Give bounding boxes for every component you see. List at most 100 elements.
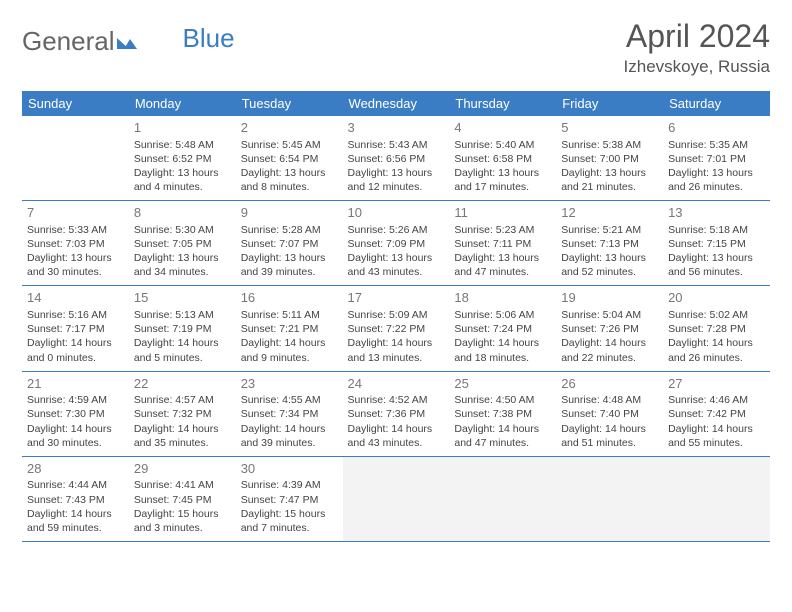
calendar-empty-cell [343, 456, 450, 541]
daylight-text-2: and 51 minutes. [561, 436, 658, 450]
day-number: 7 [27, 204, 124, 222]
day-number: 16 [241, 289, 338, 307]
sunrise-text: Sunrise: 5:06 AM [454, 308, 551, 322]
sunset-text: Sunset: 7:07 PM [241, 237, 338, 251]
location-label: Izhevskoye, Russia [624, 57, 770, 77]
daylight-text: Daylight: 14 hours [27, 507, 124, 521]
day-number: 26 [561, 375, 658, 393]
calendar-week-row: 28Sunrise: 4:44 AMSunset: 7:43 PMDayligh… [22, 456, 770, 541]
sunrise-text: Sunrise: 4:52 AM [348, 393, 445, 407]
calendar-week-row: 14Sunrise: 5:16 AMSunset: 7:17 PMDayligh… [22, 286, 770, 371]
sunrise-text: Sunrise: 5:35 AM [668, 138, 765, 152]
daylight-text-2: and 30 minutes. [27, 265, 124, 279]
daylight-text: Daylight: 13 hours [348, 251, 445, 265]
sunset-text: Sunset: 7:30 PM [27, 407, 124, 421]
logo: General Blue [22, 26, 235, 57]
sunset-text: Sunset: 7:38 PM [454, 407, 551, 421]
day-number: 8 [134, 204, 231, 222]
daylight-text-2: and 52 minutes. [561, 265, 658, 279]
sunset-text: Sunset: 6:56 PM [348, 152, 445, 166]
daylight-text-2: and 47 minutes. [454, 265, 551, 279]
sunrise-text: Sunrise: 5:18 AM [668, 223, 765, 237]
daylight-text-2: and 8 minutes. [241, 180, 338, 194]
day-number: 22 [134, 375, 231, 393]
calendar-day-cell: 9Sunrise: 5:28 AMSunset: 7:07 PMDaylight… [236, 201, 343, 286]
daylight-text-2: and 30 minutes. [27, 436, 124, 450]
calendar-day-cell: 22Sunrise: 4:57 AMSunset: 7:32 PMDayligh… [129, 371, 236, 456]
sunrise-text: Sunrise: 5:40 AM [454, 138, 551, 152]
sunset-text: Sunset: 7:26 PM [561, 322, 658, 336]
daylight-text: Daylight: 14 hours [454, 422, 551, 436]
calendar-day-cell: 10Sunrise: 5:26 AMSunset: 7:09 PMDayligh… [343, 201, 450, 286]
weekday-header: Monday [129, 91, 236, 116]
daylight-text: Daylight: 14 hours [561, 336, 658, 350]
sunrise-text: Sunrise: 5:23 AM [454, 223, 551, 237]
sunrise-text: Sunrise: 5:21 AM [561, 223, 658, 237]
daylight-text: Daylight: 13 hours [27, 251, 124, 265]
sunset-text: Sunset: 6:52 PM [134, 152, 231, 166]
day-number: 28 [27, 460, 124, 478]
daylight-text-2: and 17 minutes. [454, 180, 551, 194]
day-number: 6 [668, 119, 765, 137]
daylight-text: Daylight: 13 hours [561, 251, 658, 265]
sunset-text: Sunset: 6:58 PM [454, 152, 551, 166]
daylight-text: Daylight: 13 hours [454, 251, 551, 265]
sunset-text: Sunset: 7:28 PM [668, 322, 765, 336]
daylight-text-2: and 59 minutes. [27, 521, 124, 535]
day-number: 17 [348, 289, 445, 307]
daylight-text-2: and 34 minutes. [134, 265, 231, 279]
sunrise-text: Sunrise: 5:02 AM [668, 308, 765, 322]
sunrise-text: Sunrise: 5:38 AM [561, 138, 658, 152]
logo-text-blue: Blue [183, 23, 235, 53]
daylight-text-2: and 4 minutes. [134, 180, 231, 194]
calendar-day-cell: 7Sunrise: 5:33 AMSunset: 7:03 PMDaylight… [22, 201, 129, 286]
calendar-day-cell: 3Sunrise: 5:43 AMSunset: 6:56 PMDaylight… [343, 116, 450, 201]
sunrise-text: Sunrise: 4:48 AM [561, 393, 658, 407]
day-number: 12 [561, 204, 658, 222]
daylight-text-2: and 7 minutes. [241, 521, 338, 535]
calendar-empty-cell [663, 456, 770, 541]
day-number: 1 [134, 119, 231, 137]
sunrise-text: Sunrise: 4:41 AM [134, 478, 231, 492]
day-number: 9 [241, 204, 338, 222]
calendar-day-cell: 11Sunrise: 5:23 AMSunset: 7:11 PMDayligh… [449, 201, 556, 286]
calendar-day-cell: 18Sunrise: 5:06 AMSunset: 7:24 PMDayligh… [449, 286, 556, 371]
calendar-day-cell: 15Sunrise: 5:13 AMSunset: 7:19 PMDayligh… [129, 286, 236, 371]
calendar-day-cell: 30Sunrise: 4:39 AMSunset: 7:47 PMDayligh… [236, 456, 343, 541]
day-number: 30 [241, 460, 338, 478]
daylight-text-2: and 5 minutes. [134, 351, 231, 365]
sunset-text: Sunset: 7:17 PM [27, 322, 124, 336]
daylight-text-2: and 47 minutes. [454, 436, 551, 450]
calendar-day-cell: 19Sunrise: 5:04 AMSunset: 7:26 PMDayligh… [556, 286, 663, 371]
sunset-text: Sunset: 7:40 PM [561, 407, 658, 421]
calendar-day-cell: 8Sunrise: 5:30 AMSunset: 7:05 PMDaylight… [129, 201, 236, 286]
sunset-text: Sunset: 7:32 PM [134, 407, 231, 421]
sunrise-text: Sunrise: 5:30 AM [134, 223, 231, 237]
sunrise-text: Sunrise: 5:48 AM [134, 138, 231, 152]
daylight-text-2: and 39 minutes. [241, 436, 338, 450]
calendar-day-cell: 23Sunrise: 4:55 AMSunset: 7:34 PMDayligh… [236, 371, 343, 456]
daylight-text-2: and 22 minutes. [561, 351, 658, 365]
sunset-text: Sunset: 7:22 PM [348, 322, 445, 336]
daylight-text: Daylight: 14 hours [134, 336, 231, 350]
daylight-text-2: and 0 minutes. [27, 351, 124, 365]
weekday-header: Saturday [663, 91, 770, 116]
calendar-day-cell: 17Sunrise: 5:09 AMSunset: 7:22 PMDayligh… [343, 286, 450, 371]
sunset-text: Sunset: 7:11 PM [454, 237, 551, 251]
sunrise-text: Sunrise: 5:28 AM [241, 223, 338, 237]
daylight-text: Daylight: 14 hours [348, 422, 445, 436]
sunset-text: Sunset: 7:15 PM [668, 237, 765, 251]
sunrise-text: Sunrise: 4:46 AM [668, 393, 765, 407]
weekday-header: Tuesday [236, 91, 343, 116]
daylight-text: Daylight: 13 hours [241, 251, 338, 265]
daylight-text: Daylight: 14 hours [668, 422, 765, 436]
logo-text-general: General [22, 26, 115, 57]
calendar-day-cell: 14Sunrise: 5:16 AMSunset: 7:17 PMDayligh… [22, 286, 129, 371]
sunset-text: Sunset: 7:45 PM [134, 493, 231, 507]
sunset-text: Sunset: 7:00 PM [561, 152, 658, 166]
calendar-day-cell: 27Sunrise: 4:46 AMSunset: 7:42 PMDayligh… [663, 371, 770, 456]
daylight-text-2: and 55 minutes. [668, 436, 765, 450]
day-number: 23 [241, 375, 338, 393]
sunrise-text: Sunrise: 5:33 AM [27, 223, 124, 237]
daylight-text-2: and 18 minutes. [454, 351, 551, 365]
